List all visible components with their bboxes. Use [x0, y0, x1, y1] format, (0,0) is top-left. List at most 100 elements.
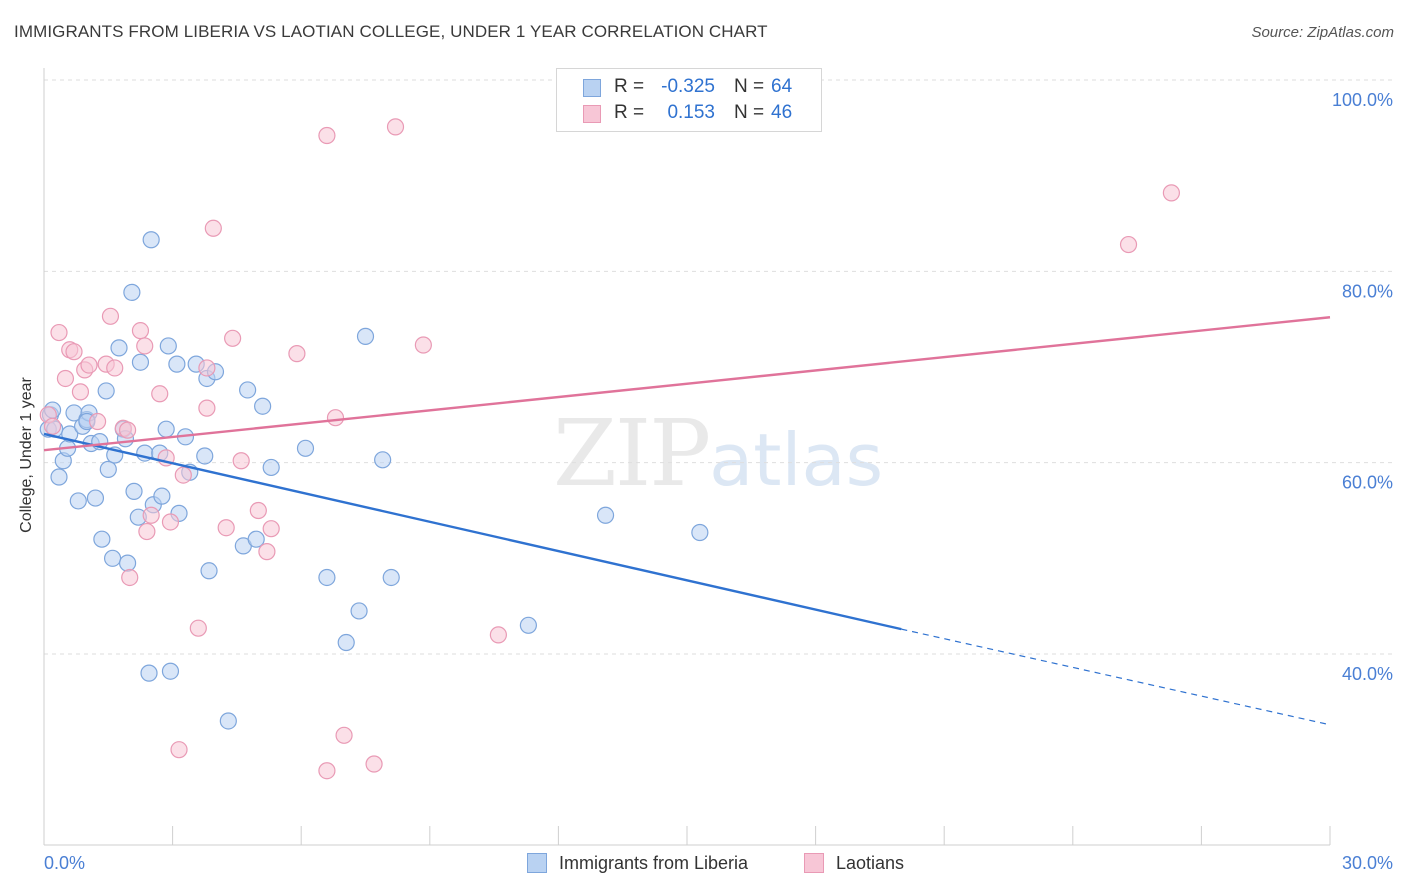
point-liberia	[247, 530, 265, 548]
legend-label: Laotians	[836, 853, 905, 873]
point-laotians	[101, 307, 120, 325]
point-liberia	[519, 616, 537, 634]
point-liberia	[337, 633, 355, 652]
point-liberia	[103, 549, 122, 567]
point-laotians	[318, 762, 336, 780]
point-liberia	[159, 337, 177, 355]
point-liberia	[168, 355, 186, 373]
r-value: 0.153	[667, 102, 715, 123]
tick-labels: 40.0% 60.0% 80.0% 100.0% 0.0% 30.0%	[44, 90, 1393, 873]
correlation-stats-box: R = -0.325 N = 64 R = 0.153 N = 46	[556, 68, 822, 132]
point-liberia	[262, 458, 280, 477]
point-liberia	[157, 420, 175, 438]
trend-lines	[43, 316, 1331, 726]
point-laotians	[318, 126, 336, 145]
point-laotians	[106, 359, 124, 377]
point-laotians	[138, 522, 156, 541]
point-laotians	[204, 219, 222, 237]
point-laotians	[43, 417, 62, 435]
point-laotians	[174, 466, 192, 484]
pink-swatch	[583, 105, 601, 123]
n-label: N =	[734, 76, 765, 97]
y-tick-label: 80.0%	[1342, 281, 1393, 301]
point-laotians	[65, 343, 83, 361]
point-laotians	[88, 412, 107, 431]
blue-swatch	[583, 79, 601, 97]
point-liberia	[97, 382, 115, 400]
y-tick-label: 40.0%	[1342, 664, 1393, 684]
watermark-atlas: atlas	[709, 418, 884, 502]
axes	[43, 68, 1331, 846]
n-value: 64	[771, 76, 793, 97]
trend-line-laotians	[43, 316, 1331, 452]
legend-swatch-blue	[527, 853, 547, 873]
r-label: R =	[614, 76, 645, 97]
point-laotians	[217, 519, 235, 537]
point-laotians	[142, 506, 160, 524]
point-laotians	[131, 322, 150, 340]
point-laotians	[71, 383, 90, 401]
point-liberia	[140, 664, 158, 682]
stats-row-laotians: R = 0.153 N = 46	[557, 101, 821, 127]
point-laotians	[198, 359, 216, 377]
point-liberia	[374, 451, 392, 469]
point-liberia	[125, 482, 143, 500]
point-liberia	[350, 602, 368, 620]
stats-row-liberia: R = -0.325 N = 64	[557, 75, 821, 101]
trend-line-liberia-extrapolated	[901, 628, 1331, 726]
point-laotians	[232, 452, 250, 470]
point-laotians	[489, 626, 507, 644]
source-credit: Source: ZipAtlas.com	[1251, 24, 1394, 41]
x-tick-label-max: 30.0%	[1342, 853, 1393, 873]
point-liberia	[93, 530, 111, 548]
point-liberia	[382, 568, 400, 587]
point-laotians	[258, 543, 276, 561]
legend-swatch-pink	[804, 853, 824, 873]
n-value: 46	[771, 102, 793, 123]
point-laotians	[198, 399, 216, 417]
legend-label: Immigrants from Liberia	[559, 853, 749, 873]
point-laotians	[249, 501, 267, 520]
chart-title: IMMIGRANTS FROM LIBERIA VS LAOTIAN COLLE…	[14, 22, 768, 41]
y-tick-label: 100.0%	[1332, 90, 1393, 110]
trend-line-liberia	[43, 432, 902, 631]
point-laotians	[288, 345, 306, 363]
point-laotians	[1162, 184, 1180, 202]
point-laotians	[50, 323, 68, 342]
point-liberia	[153, 487, 171, 505]
point-laotians	[121, 568, 139, 587]
point-laotians	[262, 520, 280, 538]
point-laotians	[136, 337, 154, 355]
point-laotians	[326, 409, 345, 427]
legend: Immigrants from Liberia Laotians	[0, 852, 1406, 876]
point-liberia	[131, 353, 150, 371]
point-laotians	[118, 421, 137, 439]
point-liberia	[200, 562, 218, 580]
point-liberia	[50, 468, 68, 486]
point-laotians	[386, 118, 405, 136]
point-liberia	[196, 447, 214, 465]
y-tick-label: 60.0%	[1342, 473, 1393, 493]
point-liberia	[99, 460, 117, 478]
point-laotians	[161, 513, 180, 531]
grid-lines	[44, 79, 1392, 655]
x-tick-label-min: 0.0%	[44, 853, 85, 873]
point-liberia	[296, 439, 315, 457]
point-liberia	[596, 506, 615, 524]
point-liberia	[142, 231, 160, 249]
watermark-zip: ZIP	[553, 400, 711, 507]
point-laotians	[189, 619, 207, 637]
y-axis-label: College, Under 1 year	[18, 377, 35, 533]
point-liberia	[118, 554, 137, 572]
point-liberia	[123, 283, 141, 301]
point-liberia	[239, 381, 257, 399]
point-liberia	[254, 397, 272, 415]
point-liberia	[318, 568, 336, 587]
point-liberia	[86, 489, 105, 507]
point-laotians	[335, 726, 353, 744]
n-label: N =	[734, 102, 765, 123]
point-laotians	[414, 336, 432, 354]
point-liberia	[356, 327, 375, 345]
point-laotians	[170, 741, 188, 759]
